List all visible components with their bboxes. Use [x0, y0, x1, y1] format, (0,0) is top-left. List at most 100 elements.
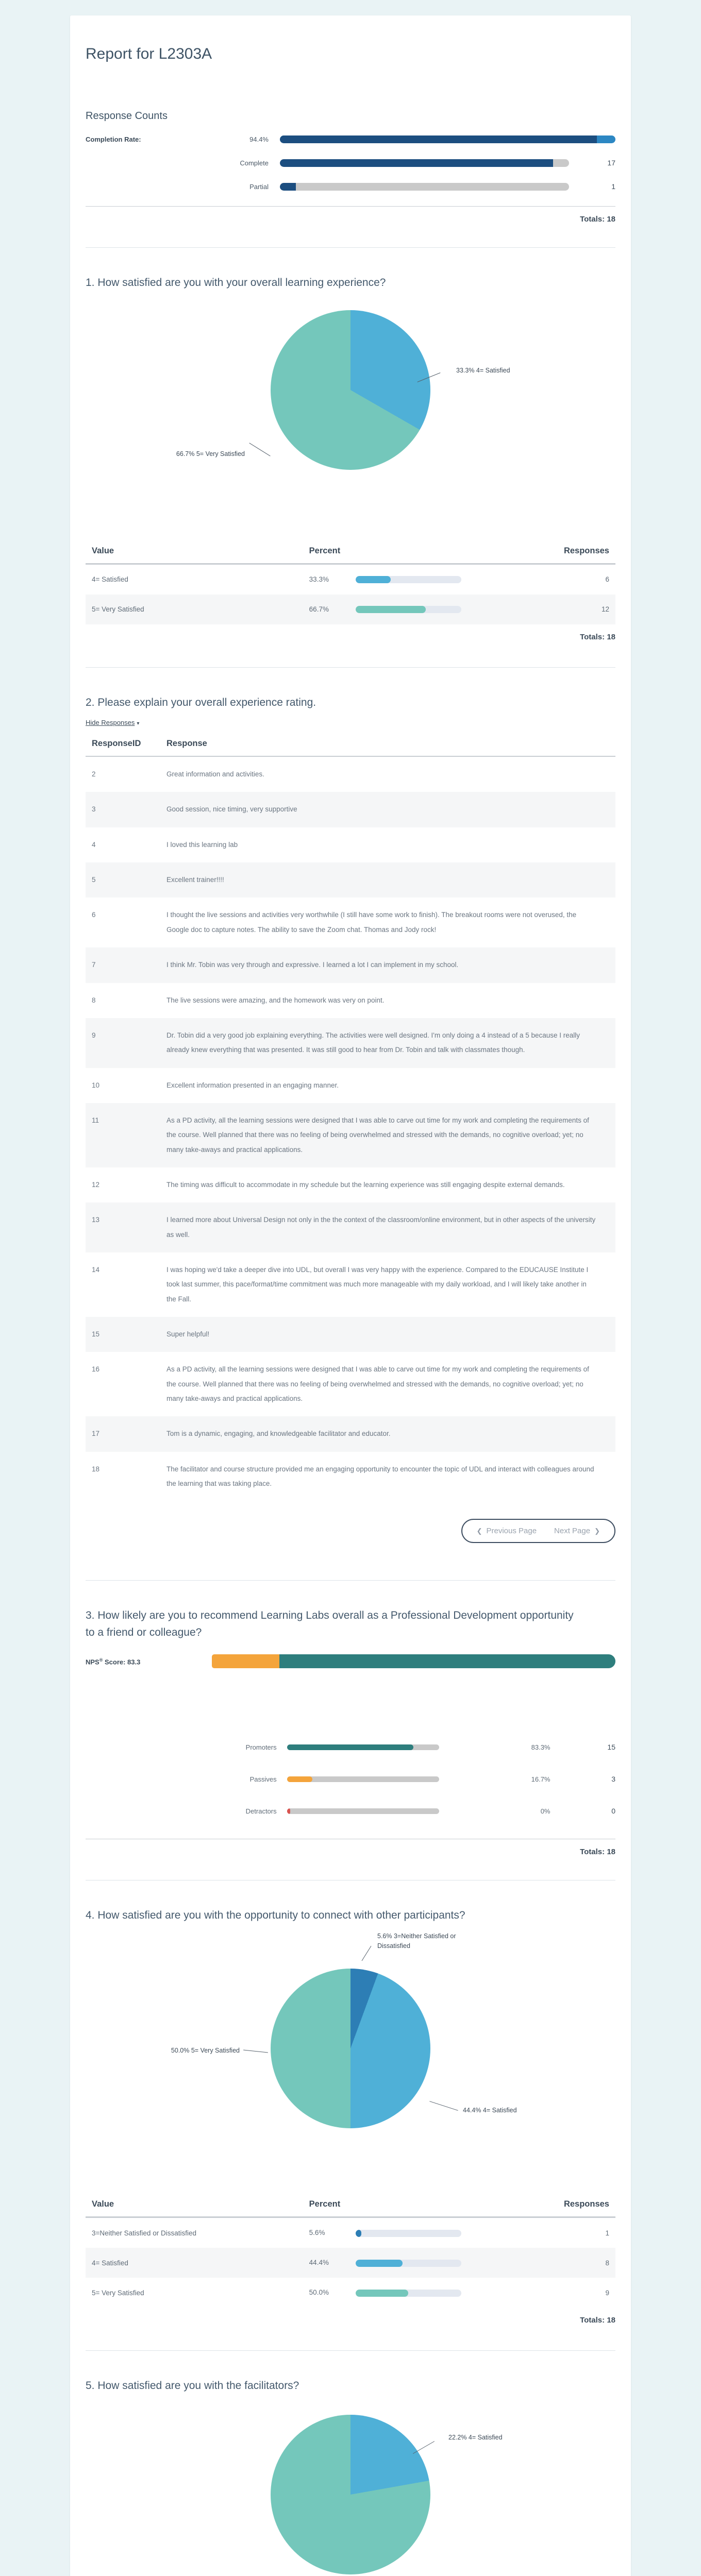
count-label: Complete	[240, 159, 269, 167]
response-text: Dr. Tobin did a very good job explaining…	[166, 1031, 580, 1054]
label-connector	[243, 2049, 268, 2053]
q4-title: 4. How satisfied are you with the opport…	[86, 1909, 465, 1922]
response-text: Excellent information presented in an en…	[166, 1081, 339, 1089]
response-id: 16	[92, 1365, 100, 1374]
section-divider	[86, 2350, 615, 2351]
response-id: 12	[92, 1180, 100, 1189]
table-row: 11 As a PD activity, all the learning se…	[86, 1103, 615, 1167]
table-row: 10 Excellent information presented in an…	[86, 1068, 615, 1103]
response-text: The timing was difficult to accommodate …	[166, 1180, 565, 1189]
label-connector	[361, 1945, 372, 1961]
response-id: 17	[92, 1430, 100, 1438]
section-q4: 4. How satisfied are you with the opport…	[86, 1890, 615, 2331]
response-text: I learned more about Universal Design no…	[166, 1216, 596, 1239]
table-row: 18 The facilitator and course structure …	[86, 1452, 615, 1502]
q2-title: 2. Please explain your overall experienc…	[86, 696, 316, 708]
section-q5: 5. How satisfied are you with the facili…	[86, 2360, 615, 2576]
nps-row: Detractors 0% 0	[245, 1807, 615, 1816]
table-row: 6 I thought the live sessions and activi…	[86, 897, 615, 947]
count-bar	[280, 159, 569, 167]
section-response-counts: Response Counts Completion Rate: 94.4% C…	[86, 93, 615, 228]
nps-row-bar	[287, 1744, 439, 1750]
response-text: The live sessions were amazing, and the …	[166, 996, 385, 1004]
col-responses: Responses	[563, 546, 609, 555]
q4-table: Value Percent Responses 3=Neither Satisf…	[86, 2194, 615, 2327]
response-id: 9	[92, 1031, 96, 1039]
response-text: Good session, nice timing, very supporti…	[166, 805, 297, 814]
count-value: 1	[611, 182, 615, 191]
response-id: 3	[92, 805, 96, 814]
q1-callout-satisfied: 33.3% 4= Satisfied	[456, 366, 510, 374]
section-q1: 1. How satisfied are you with your overa…	[86, 257, 615, 648]
response-text: The facilitator and course structure pro…	[166, 1465, 594, 1488]
section-divider	[86, 667, 615, 668]
section-divider	[86, 1580, 615, 1581]
label-connector	[249, 442, 271, 456]
count-label: Partial	[249, 182, 269, 191]
nps-row-bar	[287, 1776, 439, 1782]
nps-distribution: Promoters 83.3% 15 Passives 16.7% 3 Detr	[86, 1743, 615, 1815]
table-row: 5= Very Satisfied 66.7% 12	[86, 594, 615, 624]
q5-title: 5. How satisfied are you with the facili…	[86, 2380, 299, 2392]
response-id: 2	[92, 770, 96, 778]
q5-pie	[271, 2414, 430, 2574]
q5-pie-chart: 22.2% 4= Satisfied 77.8% 5= Very Satisfi…	[86, 2402, 615, 2576]
percent-bar	[355, 2259, 461, 2267]
response-text: Super helpful!	[166, 1330, 210, 1338]
completion-rate-value: 94.4%	[249, 135, 269, 143]
q2-pagination: ❮ Previous Page Next Page ❯	[86, 1519, 615, 1544]
previous-page-button[interactable]: ❮ Previous Page	[476, 1527, 537, 1536]
response-text: Tom is a dynamic, engaging, and knowledg…	[166, 1430, 391, 1438]
response-id: 10	[92, 1081, 100, 1089]
percent-bar	[355, 2289, 461, 2297]
table-row: 3=Neither Satisfied or Dissatisfied 5.6%…	[92, 2229, 609, 2237]
response-text: I thought the live sessions and activiti…	[166, 911, 577, 934]
table-row: 7 I think Mr. Tobin was very through and…	[86, 947, 615, 983]
response-id: 15	[92, 1330, 100, 1338]
nps-bar-segment	[279, 1654, 615, 1669]
q4-totals: Totals: 18	[580, 2316, 615, 2325]
response-id: 5	[92, 876, 96, 884]
dropdown-arrow-icon: ▾	[137, 721, 140, 727]
table-row: 8 The live sessions were amazing, and th…	[86, 983, 615, 1018]
table-row: 5 Excellent trainer!!!!	[86, 862, 615, 898]
q4-callout-neither: 5.6% 3=Neither Satisfied or Dissatisfied	[377, 1933, 456, 1950]
q4-callout-satisfied: 44.4% 4= Satisfied	[463, 2107, 517, 2114]
table-row: 4= Satisfied 44.4% 8	[86, 2248, 615, 2278]
response-count-row: Complete 17	[86, 159, 615, 167]
response-count-rows: Complete 17 Partial 1	[86, 159, 615, 191]
next-page-button[interactable]: Next Page ❯	[554, 1527, 600, 1536]
table-row: 5= Very Satisfied 50.0% 9	[92, 2289, 609, 2297]
percent-bar	[355, 2229, 461, 2237]
q4-callout-very-satisfied: 50.0% 5= Very Satisfied	[171, 2047, 240, 2055]
percent-bar	[355, 576, 461, 584]
response-id: 6	[92, 911, 96, 919]
table-row: 12 The timing was difficult to accommoda…	[86, 1167, 615, 1202]
table-row: 16 As a PD activity, all the learning se…	[86, 1352, 615, 1416]
percent-bar	[355, 606, 461, 614]
q1-callout-very-satisfied: 66.7% 5= Very Satisfied	[176, 450, 245, 457]
nps-row: Passives 16.7% 3	[249, 1775, 615, 1784]
q5-callout-satisfied: 22.2% 4= Satisfied	[448, 2433, 503, 2441]
response-id: 14	[92, 1265, 100, 1274]
section-divider	[86, 247, 615, 248]
section-q2: 2. Please explain your overall experienc…	[86, 677, 615, 1561]
label-connector	[429, 2101, 458, 2111]
response-id: 4	[92, 840, 96, 849]
q2-hide-responses-link[interactable]: Hide Responses ▾	[86, 719, 140, 727]
response-counts-totals: Totals: 18	[86, 206, 615, 224]
response-text: Great information and activities.	[166, 770, 264, 778]
response-id: 7	[92, 961, 96, 969]
response-id: 8	[92, 996, 96, 1004]
q1-pie-chart: 33.3% 4= Satisfied 66.7% 5= Very Satisfi…	[86, 299, 615, 531]
col-response: Response	[166, 739, 207, 749]
response-text: As a PD activity, all the learning sessi…	[166, 1365, 589, 1402]
col-percent: Percent	[309, 546, 341, 555]
table-row: 13 I learned more about Universal Design…	[86, 1202, 615, 1252]
completion-rate-row: Completion Rate: 94.4%	[86, 135, 615, 143]
table-row: 9 Dr. Tobin did a very good job explaini…	[86, 1018, 615, 1068]
nps-row-bar	[287, 1808, 439, 1814]
table-row: 3 Good session, nice timing, very suppor…	[86, 792, 615, 827]
count-bar	[280, 182, 569, 191]
